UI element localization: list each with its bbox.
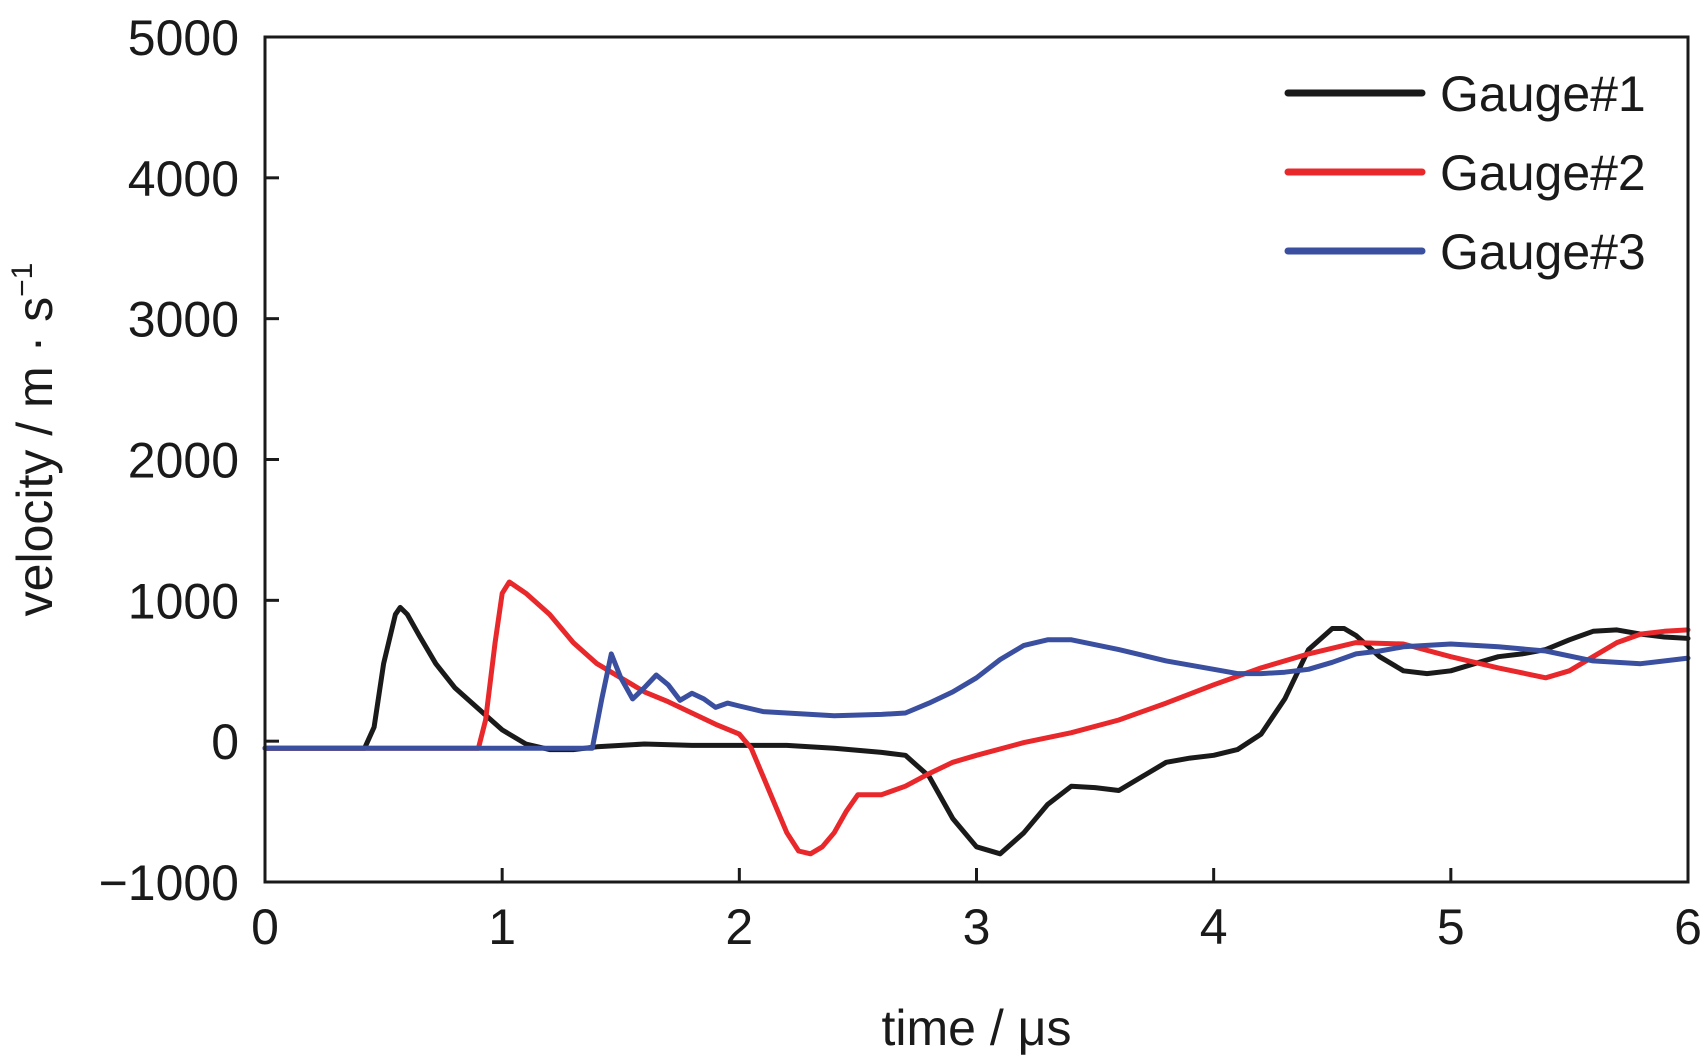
y-tick-label: 4000 [128, 151, 239, 207]
y-axis-title-main: velocity / m · s [7, 297, 63, 616]
x-axis-title: time / μs [882, 1000, 1072, 1056]
x-tick-label: 5 [1437, 899, 1465, 955]
legend-label-gauge-1: Gauge#1 [1440, 66, 1646, 122]
x-tick-label: 2 [725, 899, 753, 955]
legend-label-gauge-3: Gauge#3 [1440, 224, 1646, 280]
legend: Gauge#1 Gauge#2 Gauge#3 [1284, 66, 1646, 280]
x-tick-label: 1 [488, 899, 516, 955]
series-layer [262, 579, 1691, 857]
series-line-gauge-2 [262, 579, 1691, 857]
y-axis-title-superscript: −1 [6, 263, 39, 297]
y-tick-label: 5000 [128, 10, 239, 66]
y-axis-title: velocity / m · s−1 [6, 263, 63, 617]
y-tick-label: 1000 [128, 573, 239, 629]
x-tick-label: 6 [1674, 899, 1702, 955]
x-tick-label: 4 [1200, 899, 1228, 955]
plot-frame [263, 35, 1690, 884]
y-tick-label: 3000 [128, 292, 239, 348]
series-line-gauge-1 [262, 604, 1691, 857]
x-tick-label: 0 [251, 899, 279, 955]
y-tick-label: 2000 [128, 433, 239, 489]
x-tick-label: 3 [963, 899, 991, 955]
series-line-gauge-3 [262, 637, 1691, 751]
y-tick-label: −1000 [99, 855, 239, 911]
legend-label-gauge-2: Gauge#2 [1440, 145, 1646, 201]
y-tick-label: 0 [211, 714, 239, 770]
